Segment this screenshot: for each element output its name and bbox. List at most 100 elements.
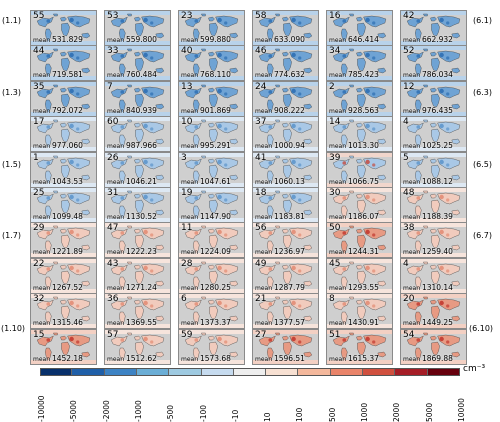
map-panel: 56 mean 1236.97 — [252, 222, 319, 259]
panel-index: 47 — [107, 223, 119, 234]
panel-mean: mean 646.414 — [329, 35, 379, 44]
panel-index: 50 — [329, 223, 341, 234]
map-panel: 51 mean 1615.37 — [326, 328, 393, 365]
panel-mean: mean 1271.24 — [107, 282, 157, 292]
panel-index: 27 — [255, 329, 267, 340]
world-map — [179, 223, 244, 258]
panel-mean: mean 1596.51 — [255, 353, 305, 363]
row-label-left: (1.1) — [2, 16, 21, 25]
panel-index: 3 — [181, 152, 187, 163]
map-panel: 49 mean 1287.79 — [252, 257, 319, 294]
panel-mean: mean 976.435 — [403, 105, 453, 115]
colorbar-tick-label: 2000 — [392, 402, 402, 422]
panel-mean: mean 1369.55 — [107, 318, 157, 328]
colorbar-segment — [363, 368, 396, 376]
map-panel: 22 mean 1267.52 — [30, 257, 97, 294]
world-map — [105, 81, 170, 116]
panel-index: 15 — [33, 329, 45, 340]
panel-mean: mean 1224.09 — [181, 247, 231, 257]
panel-mean: mean 1047.61 — [181, 176, 231, 186]
world-map — [401, 46, 466, 81]
map-panel: 55 mean 531.829 — [30, 10, 97, 46]
panel-index: 58 — [255, 11, 267, 21]
world-map — [179, 81, 244, 116]
map-panel: 54 mean 1869.88 — [400, 328, 467, 365]
panel-mean: mean 1869.88 — [403, 353, 453, 363]
panel-index: 13 — [181, 81, 193, 92]
map-panel: 38 mean 1259.40 — [400, 222, 467, 259]
panel-index: 12 — [403, 81, 415, 92]
world-map — [31, 152, 96, 187]
colorbar-tick-label: -10000 — [37, 395, 46, 422]
panel-mean: mean 1221.89 — [33, 247, 83, 257]
colorbar-tick-label: -10 — [230, 409, 240, 422]
world-map — [179, 294, 244, 329]
map-panel: 8 mean 1430.91 — [326, 293, 393, 330]
map-panel: 43 mean 1271.24 — [104, 257, 171, 294]
panel-index: 2 — [329, 81, 335, 92]
world-map — [327, 46, 392, 81]
panel-index: 19 — [181, 188, 193, 198]
row-label-left: (1.7) — [2, 231, 21, 240]
panel-mean: mean 1430.91 — [329, 318, 379, 328]
map-panel: 30 mean 1186.07 — [326, 187, 393, 223]
map-panel: 12 mean 976.435 — [400, 80, 467, 117]
colorbar-tick-label: -1000 — [133, 400, 143, 422]
map-panel: 40 mean 768.110 — [178, 45, 245, 82]
panel-mean: mean 1025.25 — [403, 141, 453, 151]
map-panel: 59 mean 1573.68 — [178, 328, 245, 365]
panel-mean: mean 531.829 — [33, 35, 83, 44]
world-map — [401, 329, 466, 364]
row-label-right: (6.3) — [473, 88, 492, 97]
world-map — [327, 258, 392, 293]
colorbar-tick-label: -500 — [166, 404, 176, 422]
world-map — [105, 117, 170, 152]
panel-mean: mean 1573.68 — [181, 353, 231, 363]
panel-index: 41 — [255, 152, 267, 163]
world-map — [179, 117, 244, 152]
world-map — [401, 294, 466, 329]
panel-mean: mean 1244.31 — [329, 247, 379, 257]
colorbar-tick-label: 10000 — [457, 398, 466, 422]
colorbar-segment — [298, 368, 331, 376]
panel-mean: mean 1046.21 — [107, 176, 157, 186]
world-map — [105, 294, 170, 329]
panel-mean: mean 559.800 — [107, 35, 157, 44]
panel-mean: mean 1188.39 — [403, 212, 453, 221]
panel-mean: mean 1377.57 — [255, 318, 305, 328]
panel-mean: mean 719.581 — [33, 70, 83, 80]
row-label-right: (6.5) — [473, 160, 492, 169]
world-map — [31, 188, 96, 222]
panel-mean: mean 768.110 — [181, 70, 231, 80]
map-panel: 39 mean 1066.75 — [326, 151, 393, 188]
panel-index: 59 — [181, 329, 193, 340]
map-panel: 31 mean 1130.52 — [104, 187, 171, 223]
panel-mean: mean 995.291 — [181, 141, 231, 151]
panel-index: 52 — [403, 46, 415, 57]
map-panel: 4 mean 1025.25 — [400, 116, 467, 153]
row-label-left: (1.10) — [1, 324, 26, 333]
panel-mean: mean 1280.25 — [181, 282, 231, 292]
map-panel: 16 mean 646.414 — [326, 10, 393, 46]
colorbar — [40, 368, 460, 378]
world-map — [401, 152, 466, 187]
map-panel: 35 mean 792.072 — [30, 80, 97, 117]
panel-index: 39 — [329, 152, 341, 163]
map-panel: 37 mean 1000.94 — [252, 116, 319, 153]
world-map — [31, 46, 96, 81]
colorbar-segment — [330, 368, 364, 376]
panel-index: 5 — [403, 152, 409, 163]
colorbar-segment — [233, 368, 267, 376]
panel-index: 20 — [403, 294, 415, 305]
world-map — [105, 46, 170, 81]
panel-mean: mean 1310.14 — [403, 282, 453, 292]
world-map — [105, 11, 170, 45]
row-label-right: (6.7) — [473, 231, 492, 240]
colorbar-tick-label: -2000 — [101, 400, 111, 422]
colorbar-segment — [169, 368, 202, 376]
panel-mean: mean 1287.79 — [255, 282, 305, 292]
panel-mean: mean 977.060 — [33, 141, 83, 151]
panel-mean: mean 792.072 — [33, 105, 83, 115]
panel-mean: mean 1066.75 — [329, 176, 379, 186]
panel-mean: mean 1315.46 — [33, 318, 83, 328]
